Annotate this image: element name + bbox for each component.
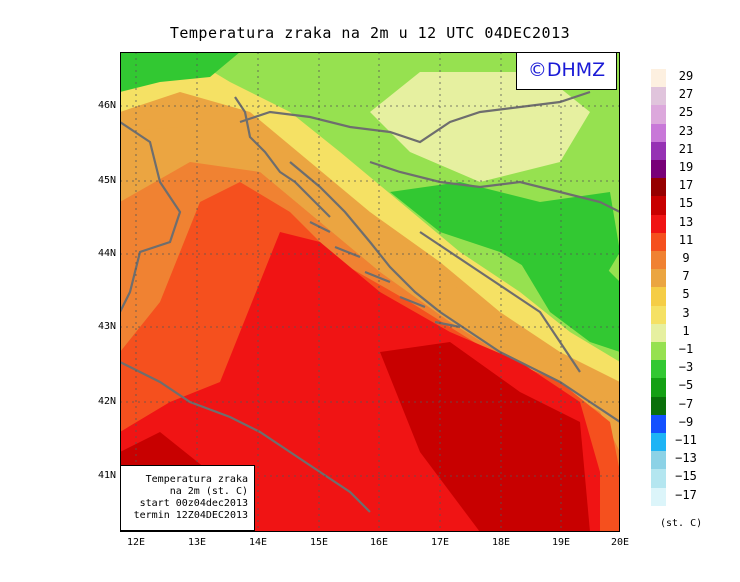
colorbar-swatch <box>651 232 666 251</box>
bosnia-border <box>369 160 620 213</box>
colorbar-label: 11 <box>678 232 694 247</box>
colorbar-label: 13 <box>678 214 694 229</box>
colorbar-label: −5 <box>678 378 694 393</box>
lon-label-19e: 19E <box>551 537 571 548</box>
band-dark-red-south <box>380 342 590 532</box>
colorbar-label: 23 <box>678 123 694 138</box>
colorbar-swatch <box>651 451 666 470</box>
colorbar-swatch <box>651 305 666 324</box>
colorbar-swatch <box>651 69 666 88</box>
lon-label-17e: 17E <box>430 537 450 548</box>
colorbar-swatch <box>651 251 666 270</box>
coastlines-and-borders <box>120 90 620 513</box>
colorbar-swatch <box>651 87 666 106</box>
lon-label-12e: 12E <box>126 537 146 548</box>
lon-label-13e: 13E <box>187 537 207 548</box>
colorbar-swatch <box>651 342 666 361</box>
colorbar-label: −15 <box>675 469 697 484</box>
temperature-map <box>120 52 620 532</box>
band-pale-green-pannonia <box>370 72 590 182</box>
lon-label-20e: 20E <box>610 537 630 548</box>
colorbar-label: −7 <box>678 396 694 411</box>
colorbar-swatch <box>651 105 666 124</box>
lat-label-44n: 44N <box>97 248 116 259</box>
colorbar-swatch <box>651 196 666 215</box>
info-line-1: Temperatura zraka <box>145 474 248 485</box>
colorbar-units: (st. C) <box>660 518 703 529</box>
colorbar-swatch <box>651 269 666 288</box>
colorbar-label: −1 <box>678 342 694 356</box>
dhmz-logo: ©DHMZ <box>516 52 617 90</box>
bosnia-south-border <box>419 231 581 373</box>
band-green-northwest <box>120 52 240 92</box>
lat-label-43n: 43N <box>97 321 116 332</box>
colorbar-swatch <box>651 160 666 179</box>
colorbar-label: 17 <box>678 178 694 193</box>
colorbar-swatch <box>651 396 666 415</box>
map-frame <box>120 52 620 532</box>
colorbar-label: 25 <box>678 105 694 120</box>
info-box: Temperatura zraka na 2m (st. C) start 00… <box>120 465 255 531</box>
istria-coast <box>234 96 331 218</box>
adriatic-islands <box>309 221 461 329</box>
colorbar-label: 27 <box>678 87 694 102</box>
colorbar-label: −3 <box>678 360 694 375</box>
lat-label-42n: 42N <box>97 396 116 407</box>
colorbar-swatch <box>651 141 666 160</box>
lon-label-18e: 18E <box>491 537 511 548</box>
graticule <box>120 52 620 532</box>
colorbar-label: 9 <box>682 251 690 265</box>
colorbar-swatch <box>651 414 666 433</box>
colorbar-swatch <box>651 323 666 342</box>
colorbar-label: −13 <box>675 451 697 466</box>
colorbar-label: 1 <box>682 323 690 338</box>
colorbar-label: 19 <box>678 160 694 174</box>
lon-label-14e: 14E <box>248 537 268 548</box>
lat-label-46n: 46N <box>97 100 116 111</box>
colorbar-label: −17 <box>675 487 697 502</box>
colorbar-label: −9 <box>678 414 694 429</box>
colorbar-swatch <box>651 487 666 506</box>
colorbar-label: −11 <box>675 433 697 447</box>
colorbar-swatch <box>651 469 666 488</box>
lon-label-16e: 16E <box>369 537 389 548</box>
info-line-4: termin 12Z04DEC2013 <box>133 510 248 521</box>
colorbar-label: 7 <box>682 269 690 284</box>
colorbar-label: 5 <box>682 287 690 302</box>
info-line-3: start 00z04dec2013 <box>139 498 248 509</box>
croatia-north-border <box>239 90 591 144</box>
colorbar-swatch <box>651 214 666 233</box>
colorbar-label: 3 <box>682 305 690 320</box>
colorbar-swatch <box>651 123 666 142</box>
italy-east-coast <box>120 121 182 313</box>
italy-southeast-coast <box>120 361 371 513</box>
lat-label-41n: 41N <box>97 470 116 481</box>
colorbar-swatch <box>651 287 666 306</box>
colorbar-label: 21 <box>678 141 694 156</box>
colorbar-swatch <box>651 378 666 397</box>
colorbar-swatch <box>651 178 666 197</box>
colorbar-label: 29 <box>678 69 694 83</box>
lat-label-45n: 45N <box>97 175 116 186</box>
colorbar-swatch <box>651 360 666 379</box>
map-title: Temperatura zraka na 2m u 12 UTC 04DEC20… <box>169 24 571 42</box>
colorbar-label: 15 <box>678 196 694 211</box>
lon-label-15e: 15E <box>309 537 329 548</box>
colorbar-swatch <box>651 433 666 452</box>
info-line-2: na 2m (st. C) <box>169 486 248 497</box>
